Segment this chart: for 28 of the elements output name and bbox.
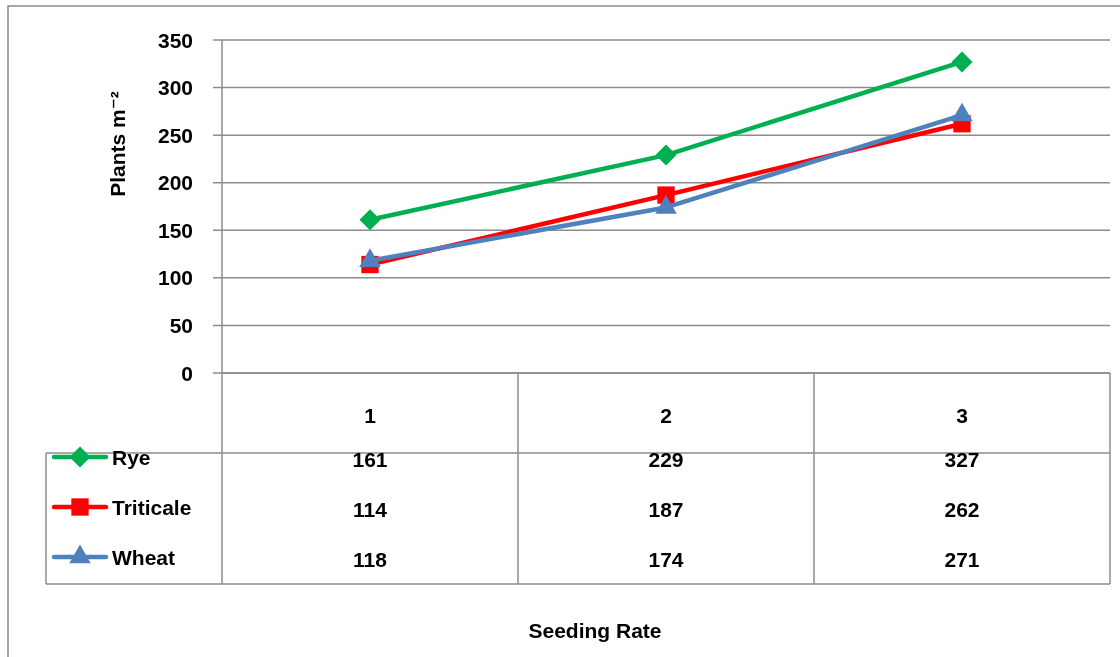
data-label: 262 bbox=[944, 497, 980, 521]
x-tick-label: 1 bbox=[364, 403, 377, 427]
x-tick-label: 2 bbox=[660, 403, 672, 427]
y-axis-title: Plants m⁻² bbox=[105, 91, 129, 197]
data-label: 114 bbox=[353, 497, 388, 521]
x-tick-label: 3 bbox=[956, 403, 968, 427]
data-label: 271 bbox=[944, 547, 980, 571]
y-tick-label: 0 bbox=[181, 361, 193, 385]
point bbox=[655, 144, 677, 166]
data-label: 327 bbox=[944, 447, 980, 471]
y-tick-label: 50 bbox=[169, 313, 193, 337]
y-tick-label: 350 bbox=[157, 28, 193, 52]
legend-label: Wheat bbox=[112, 545, 176, 569]
y-tick-label: 100 bbox=[157, 266, 193, 290]
legend-label: Triticale bbox=[112, 495, 192, 519]
point bbox=[359, 209, 381, 231]
data-label: 161 bbox=[352, 447, 388, 471]
y-tick-label: 250 bbox=[157, 123, 193, 147]
data-label: 229 bbox=[648, 447, 684, 471]
data-label: 118 bbox=[353, 547, 388, 571]
data-label: 174 bbox=[648, 547, 684, 571]
text: Seeding Rate bbox=[528, 618, 662, 642]
legend-label: Rye bbox=[112, 445, 151, 469]
y-tick-label: 300 bbox=[157, 76, 193, 100]
y-tick-label: 200 bbox=[157, 171, 193, 195]
y-tick-label: 150 bbox=[157, 218, 193, 242]
data-label: 187 bbox=[648, 497, 684, 521]
point bbox=[951, 51, 973, 73]
